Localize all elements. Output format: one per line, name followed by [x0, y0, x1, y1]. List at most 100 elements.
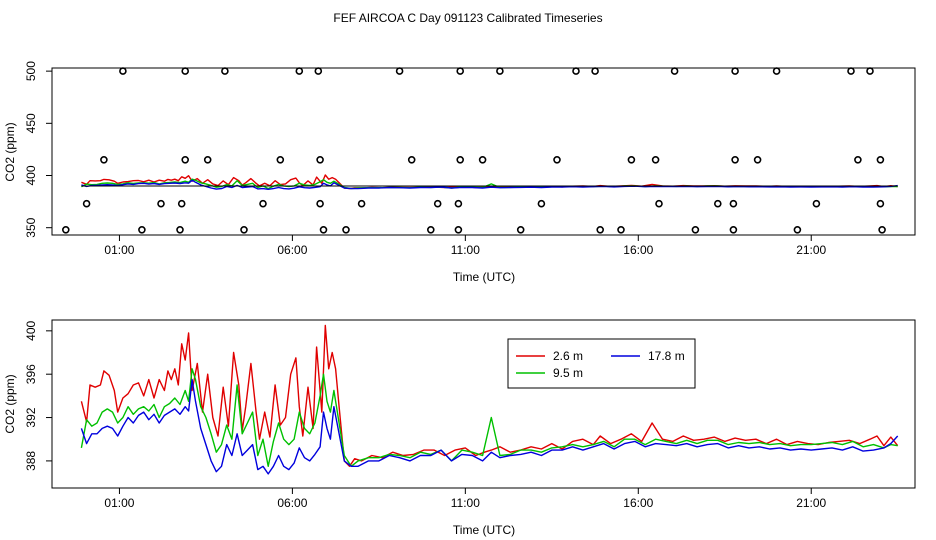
top-calibration-points — [62, 67, 886, 234]
calibration-point — [357, 199, 366, 208]
calibration-point — [157, 199, 165, 208]
bottom-series-9-5m — [80, 368, 898, 467]
top-plot-frame — [51, 67, 916, 236]
calibration-point — [572, 67, 580, 75]
calibration-point — [847, 67, 855, 75]
x-tick-label: 11:00 — [451, 496, 480, 510]
calibration-point — [181, 67, 189, 75]
calibration-point — [319, 226, 328, 234]
calibration-point — [100, 156, 108, 164]
calibration-point — [119, 67, 127, 75]
calibration-point — [731, 67, 739, 75]
top-panel: 01:00 06:00 11:00 16:00 21:00 350 400 450 500 T… — [3, 61, 916, 284]
calibration-point — [878, 226, 886, 234]
top-y-axis: 350 400 450 500 — [24, 61, 52, 238]
bottom-x-axis: 01:00 06:00 11:00 16:00 21:00 — [104, 488, 827, 510]
x-tick-label: 01:00 — [104, 496, 134, 510]
y-tick-label: 350 — [24, 217, 38, 237]
calibration-point — [812, 199, 821, 208]
calibration-point — [772, 67, 781, 75]
bottom-x-axis-title: Time (UTC) — [453, 523, 515, 537]
x-tick-label: 06:00 — [277, 243, 307, 257]
calibration-point — [295, 67, 304, 75]
x-tick-label: 01:00 — [104, 243, 134, 257]
x-tick-label: 16:00 — [623, 496, 653, 510]
calibration-point — [876, 199, 885, 208]
calibration-point — [426, 226, 435, 234]
x-tick-label: 21:00 — [796, 496, 826, 510]
calibration-point — [627, 156, 636, 164]
calibration-point — [729, 199, 738, 208]
calibration-point — [433, 199, 442, 208]
calibration-point — [456, 156, 465, 164]
calibration-point — [553, 156, 561, 164]
calibration-point — [456, 67, 465, 75]
x-tick-label: 21:00 — [796, 243, 826, 257]
calibration-point — [516, 226, 525, 234]
x-tick-label: 06:00 — [277, 496, 307, 510]
calibration-point — [82, 199, 91, 208]
calibration-point — [670, 67, 679, 75]
calibration-point — [314, 67, 323, 75]
calibration-point — [617, 226, 625, 234]
y-tick-label: 392 — [24, 407, 38, 427]
x-tick-label: 16:00 — [623, 243, 653, 257]
legend-label-2-6m: 2.6 m — [553, 349, 583, 363]
calibration-point — [651, 156, 660, 164]
calibration-point — [854, 156, 862, 164]
calibration-point — [316, 156, 324, 164]
calibration-point — [342, 226, 350, 234]
calibration-point — [177, 199, 186, 208]
calibration-point — [537, 199, 546, 208]
bottom-panel: 01:00 06:00 11:00 16:00 21:00 388 392 396 400 T… — [3, 319, 916, 537]
calibration-point — [876, 156, 885, 164]
calibration-point — [240, 226, 248, 234]
top-series-lines — [81, 174, 898, 190]
calibration-point — [221, 67, 229, 75]
y-tick-label: 400 — [24, 321, 38, 341]
calibration-point — [731, 156, 739, 164]
calibration-point — [596, 226, 605, 234]
figure-title: FEF AIRCOA C Day 091123 Calibrated Times… — [333, 11, 602, 25]
calibration-point — [591, 67, 599, 75]
top-y-axis-title: CO2 (ppm) — [3, 122, 17, 181]
calibration-point — [655, 199, 663, 208]
calibration-point — [176, 226, 184, 234]
y-tick-label: 388 — [24, 451, 38, 471]
calibration-point — [203, 156, 212, 164]
calibration-point — [478, 156, 487, 164]
calibration-point — [395, 67, 404, 75]
top-x-axis-title: Time (UTC) — [453, 270, 515, 284]
calibration-point — [407, 156, 416, 164]
calibration-point — [62, 226, 70, 234]
bottom-series-lines — [80, 324, 899, 475]
calibration-point — [713, 199, 722, 208]
legend: 2.6 m 9.5 m 17.8 m — [507, 338, 696, 389]
calibration-point — [729, 226, 738, 234]
y-tick-label: 400 — [24, 165, 38, 185]
calibration-point — [793, 226, 802, 234]
top-x-axis: 01:00 06:00 11:00 16:00 21:00 — [104, 235, 827, 257]
calibration-point — [454, 199, 463, 208]
bottom-plot-frame — [51, 319, 916, 489]
calibration-point — [866, 67, 874, 75]
y-tick-label: 396 — [24, 364, 38, 384]
calibration-point — [138, 226, 146, 234]
calibration-point — [276, 156, 285, 164]
calibration-point — [753, 156, 762, 164]
calibration-point — [316, 199, 324, 208]
y-tick-label: 500 — [24, 61, 38, 81]
calibration-point — [181, 156, 189, 164]
y-tick-label: 450 — [24, 113, 38, 133]
legend-box — [507, 338, 696, 389]
calibration-point — [496, 67, 504, 75]
bottom-series-17-8m — [80, 378, 899, 475]
bottom-y-axis-title: CO2 (ppm) — [3, 374, 17, 433]
legend-label-9-5m: 9.5 m — [553, 366, 583, 380]
calibration-point — [691, 226, 700, 234]
legend-label-17-8m: 17.8 m — [648, 349, 685, 363]
calibration-point — [454, 226, 463, 234]
bottom-series-2-6m — [80, 324, 899, 467]
x-tick-label: 11:00 — [451, 243, 480, 257]
